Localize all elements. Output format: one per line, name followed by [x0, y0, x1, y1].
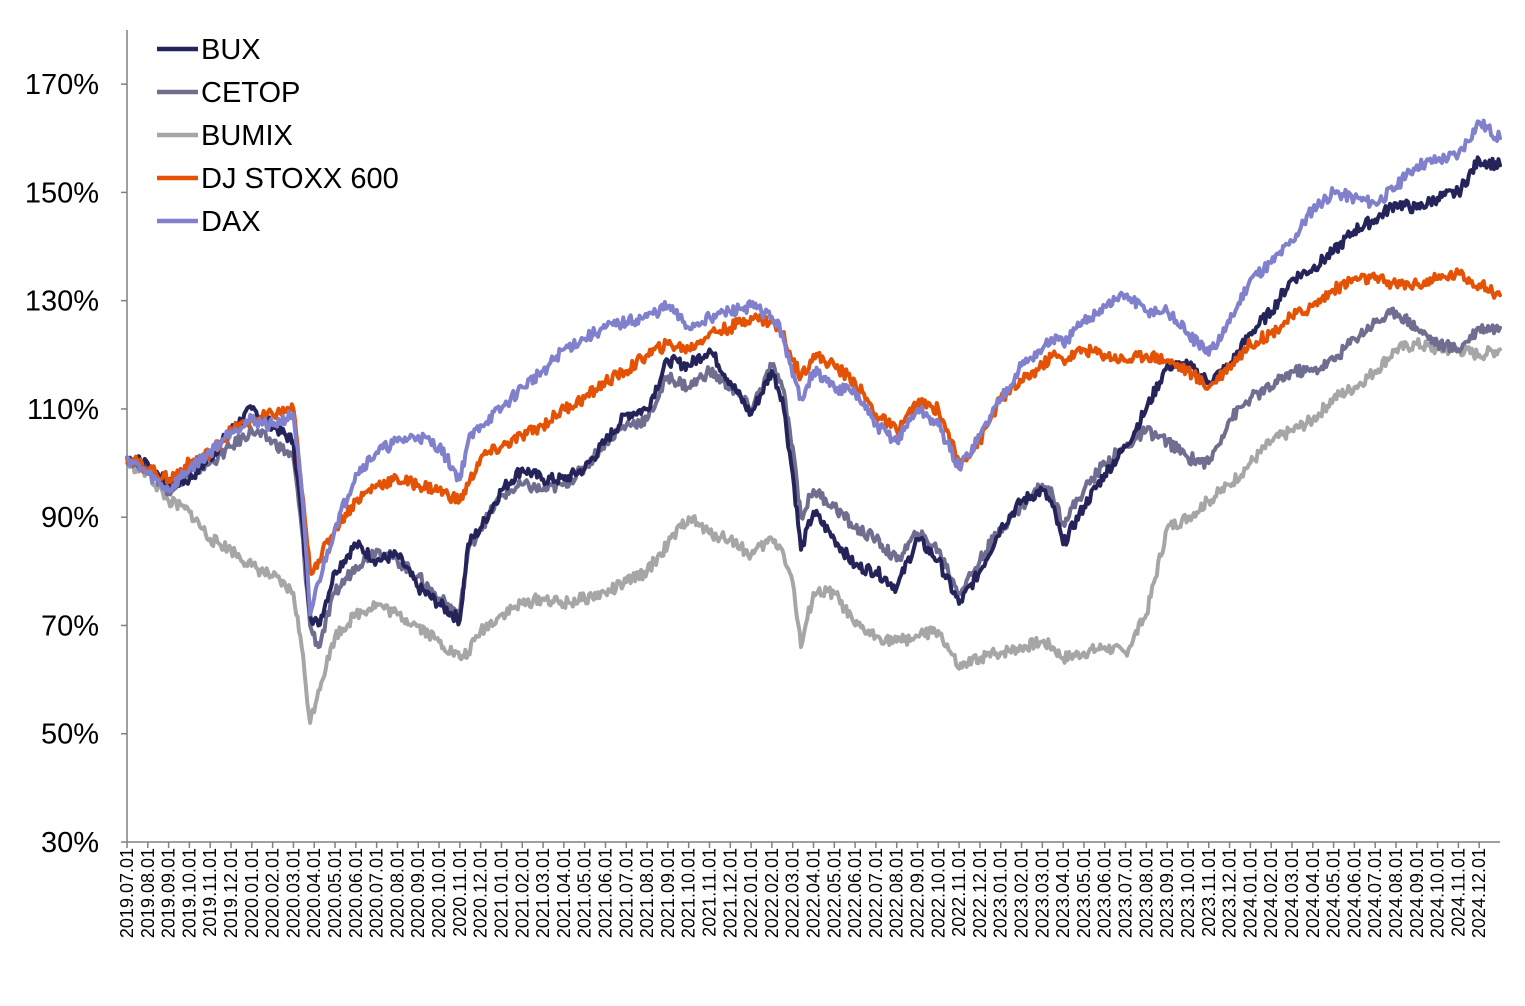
y-tick-label: 150% [25, 177, 99, 209]
x-tick-label: 2020.11.01 [450, 848, 470, 937]
x-axis-labels: 2019.07.01 2019.08.01 2019.09.01 2019.10.01… [117, 848, 1489, 938]
series-line-dj-stoxx-600 [125, 267, 1502, 576]
x-tick-label: 2020.02.01 [263, 848, 283, 938]
y-tick-label: 90% [41, 502, 99, 534]
series-line-cetop [125, 306, 1502, 650]
x-tick-label: 2019.09.01 [159, 848, 179, 938]
x-tick-label: 2023.01.01 [991, 848, 1011, 938]
x-tick-label: 2020.05.01 [325, 848, 345, 938]
x-tick-label: 2020.10.01 [429, 848, 449, 938]
x-tick-label: 2022.07.01 [866, 848, 886, 938]
x-tick-label: 2021.08.01 [637, 848, 657, 938]
x-tick-label: 2024.05.01 [1324, 848, 1344, 938]
series-line-bumix [125, 337, 1502, 725]
x-tick-label: 2022.02.01 [762, 848, 782, 938]
x-tick-label: 2020.07.01 [367, 848, 387, 938]
y-tick-label: 170% [25, 69, 99, 101]
x-tick-label: 2021.11.01 [699, 848, 719, 937]
x-tick-label: 2024.07.01 [1365, 848, 1385, 938]
x-tick-label: 2024.03.01 [1282, 848, 1302, 938]
x-tick-label: 2021.09.01 [658, 848, 678, 938]
x-tick-label: 2021.02.01 [512, 848, 532, 938]
x-tick-label: 2019.12.01 [221, 848, 241, 938]
x-tick-label: 2024.11.01 [1448, 848, 1468, 937]
x-tick-label: 2021.06.01 [595, 848, 615, 938]
x-tick-label: 2020.01.01 [242, 848, 262, 938]
legend-label: CETOP [201, 77, 300, 109]
x-tick-label: 2022.10.01 [928, 848, 948, 938]
x-tick-label: 2024.02.01 [1261, 848, 1281, 938]
x-tick-label: 2023.09.01 [1157, 848, 1177, 938]
legend-label: BUX [201, 34, 261, 66]
x-tick-label: 2021.01.01 [491, 848, 511, 938]
y-tick-label: 30% [41, 827, 99, 859]
x-tick-label: 2021.07.01 [616, 848, 636, 938]
y-axis-labels: 30% 50% 70% 90% 110% 130% 150% 170% [25, 69, 99, 859]
x-tick-label: 2021.10.01 [679, 848, 699, 938]
legend-label: BUMIX [201, 120, 293, 152]
y-tick-label: 110% [27, 394, 99, 426]
x-tick-label: 2024.01.01 [1240, 848, 1260, 938]
x-tick-label: 2019.10.01 [179, 848, 199, 938]
x-tick-label: 2022.01.01 [741, 848, 761, 938]
x-tick-label: 2021.03.01 [533, 848, 553, 938]
x-tick-label: 2023.07.01 [1116, 848, 1136, 938]
x-tick-label: 2019.07.01 [117, 848, 137, 938]
x-tick-label: 2020.09.01 [408, 848, 428, 938]
x-tick-label: 2021.05.01 [575, 848, 595, 938]
x-tick-label: 2023.11.01 [1199, 848, 1219, 937]
x-tick-label: 2020.06.01 [346, 848, 366, 938]
x-tick-label: 2024.09.01 [1407, 848, 1427, 938]
x-tick-label: 2022.08.01 [887, 848, 907, 938]
x-tick-label: 2021.04.01 [554, 848, 574, 938]
x-tick-label: 2024.10.01 [1428, 848, 1448, 938]
x-tick-label: 2020.04.01 [304, 848, 324, 938]
x-tick-label: 2024.06.01 [1344, 848, 1364, 938]
x-tick-label: 2022.06.01 [845, 848, 865, 938]
legend: BUX CETOP BUMIX DJ STOXX 600 DAX [157, 34, 399, 238]
x-tick-label: 2020.03.01 [283, 848, 303, 938]
legend-label: DAX [201, 206, 261, 238]
x-tick-label: 2022.05.01 [824, 848, 844, 938]
x-tick-label: 2023.06.01 [1095, 848, 1115, 938]
x-tick-label: 2019.08.01 [138, 848, 158, 938]
x-tick-label: 2020.12.01 [471, 848, 491, 938]
x-tick-label: 2023.03.01 [1032, 848, 1052, 938]
x-tick-label: 2022.09.01 [908, 848, 928, 938]
x-tick-label: 2024.08.01 [1386, 848, 1406, 938]
x-tick-label: 2024.04.01 [1303, 848, 1323, 938]
series-line-dax [125, 118, 1502, 617]
series-line-bux [125, 155, 1502, 628]
x-tick-label: 2022.04.01 [804, 848, 824, 938]
x-tick-label: 2023.02.01 [1012, 848, 1032, 938]
x-tick-label: 2021.12.01 [720, 848, 740, 938]
x-tick-label: 2022.12.01 [970, 848, 990, 938]
chart-axes [121, 30, 1500, 848]
y-tick-label: 70% [41, 610, 99, 642]
x-tick-label: 2024.12.01 [1469, 848, 1489, 938]
y-tick-label: 130% [25, 286, 99, 318]
x-tick-label: 2023.10.01 [1178, 848, 1198, 938]
series-lines [125, 118, 1502, 725]
y-tick-label: 50% [41, 719, 99, 751]
x-tick-label: 2023.12.01 [1220, 848, 1240, 938]
x-tick-label: 2022.11.01 [949, 848, 969, 937]
x-tick-label: 2023.08.01 [1136, 848, 1156, 938]
x-tick-label: 2023.04.01 [1053, 848, 1073, 938]
x-tick-label: 2019.11.01 [200, 848, 220, 937]
x-tick-label: 2020.08.01 [387, 848, 407, 938]
x-tick-label: 2023.05.01 [1074, 848, 1094, 938]
legend-label: DJ STOXX 600 [201, 163, 399, 195]
x-tick-label: 2022.03.01 [783, 848, 803, 938]
